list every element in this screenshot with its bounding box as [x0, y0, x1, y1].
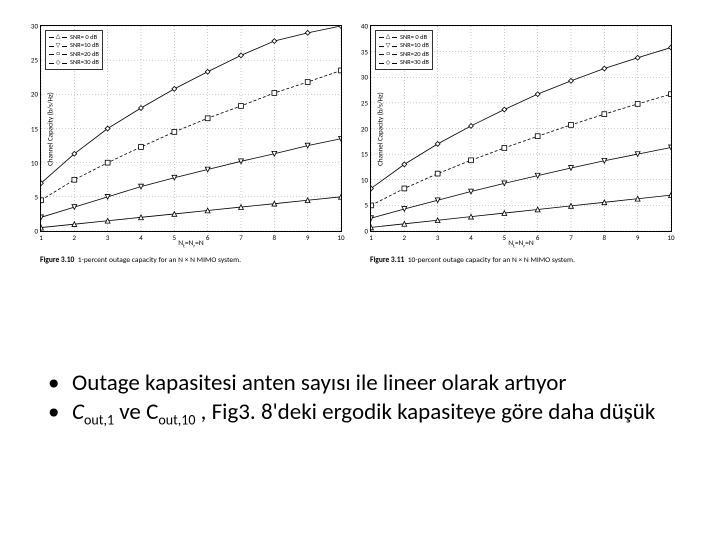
figure-3-10: △SNR= 0 dB▽SNR=10 dB□SNR=20 dB◇SNR=30 dB…: [40, 25, 350, 265]
xlabel-right: Nt=Nr=N: [508, 239, 533, 250]
bullet-1-text: Outage kapasitesi anten sayısı ile linee…: [72, 370, 680, 397]
bullet-2-text: Cout,1 ve Cout,10 , Fig3. 8'deki ergodik…: [72, 399, 680, 429]
caption-left: Figure 3.10 1-percent outage capacity fo…: [40, 256, 350, 265]
bullet-2: • Cout,1 ve Cout,10 , Fig3. 8'deki ergod…: [48, 399, 680, 429]
bullet-1: • Outage kapasitesi anten sayısı ile lin…: [48, 370, 680, 397]
bullet-dot-icon: •: [48, 370, 72, 397]
caption-right: Figure 3.11 10-percent outage capacity f…: [370, 256, 680, 265]
legend-left: △SNR= 0 dB▽SNR=10 dB□SNR=20 dB◇SNR=30 dB: [45, 30, 103, 70]
figure-3-11: △SNR= 0 dB▽SNR=10 dB□SNR=20 dB◇SNR=30 dB…: [370, 25, 680, 265]
legend-right: △SNR= 0 dB▽SNR=10 dB□SNR=20 dB◇SNR=30 dB: [375, 30, 433, 70]
bullet-dot-icon: •: [48, 399, 72, 429]
xlabel-left: Nt=Nr=N: [178, 239, 203, 250]
chart-right: △SNR= 0 dB▽SNR=10 dB□SNR=20 dB◇SNR=30 dB…: [370, 25, 672, 232]
chart-left: △SNR= 0 dB▽SNR=10 dB□SNR=20 dB◇SNR=30 dB…: [40, 25, 342, 232]
ylabel-right: Channel Capacity (b/s/Hz): [375, 92, 384, 166]
ylabel-left: Channel Capacity (b/s/Hz): [45, 92, 54, 166]
bullet-list: • Outage kapasitesi anten sayısı ile lin…: [48, 370, 680, 431]
